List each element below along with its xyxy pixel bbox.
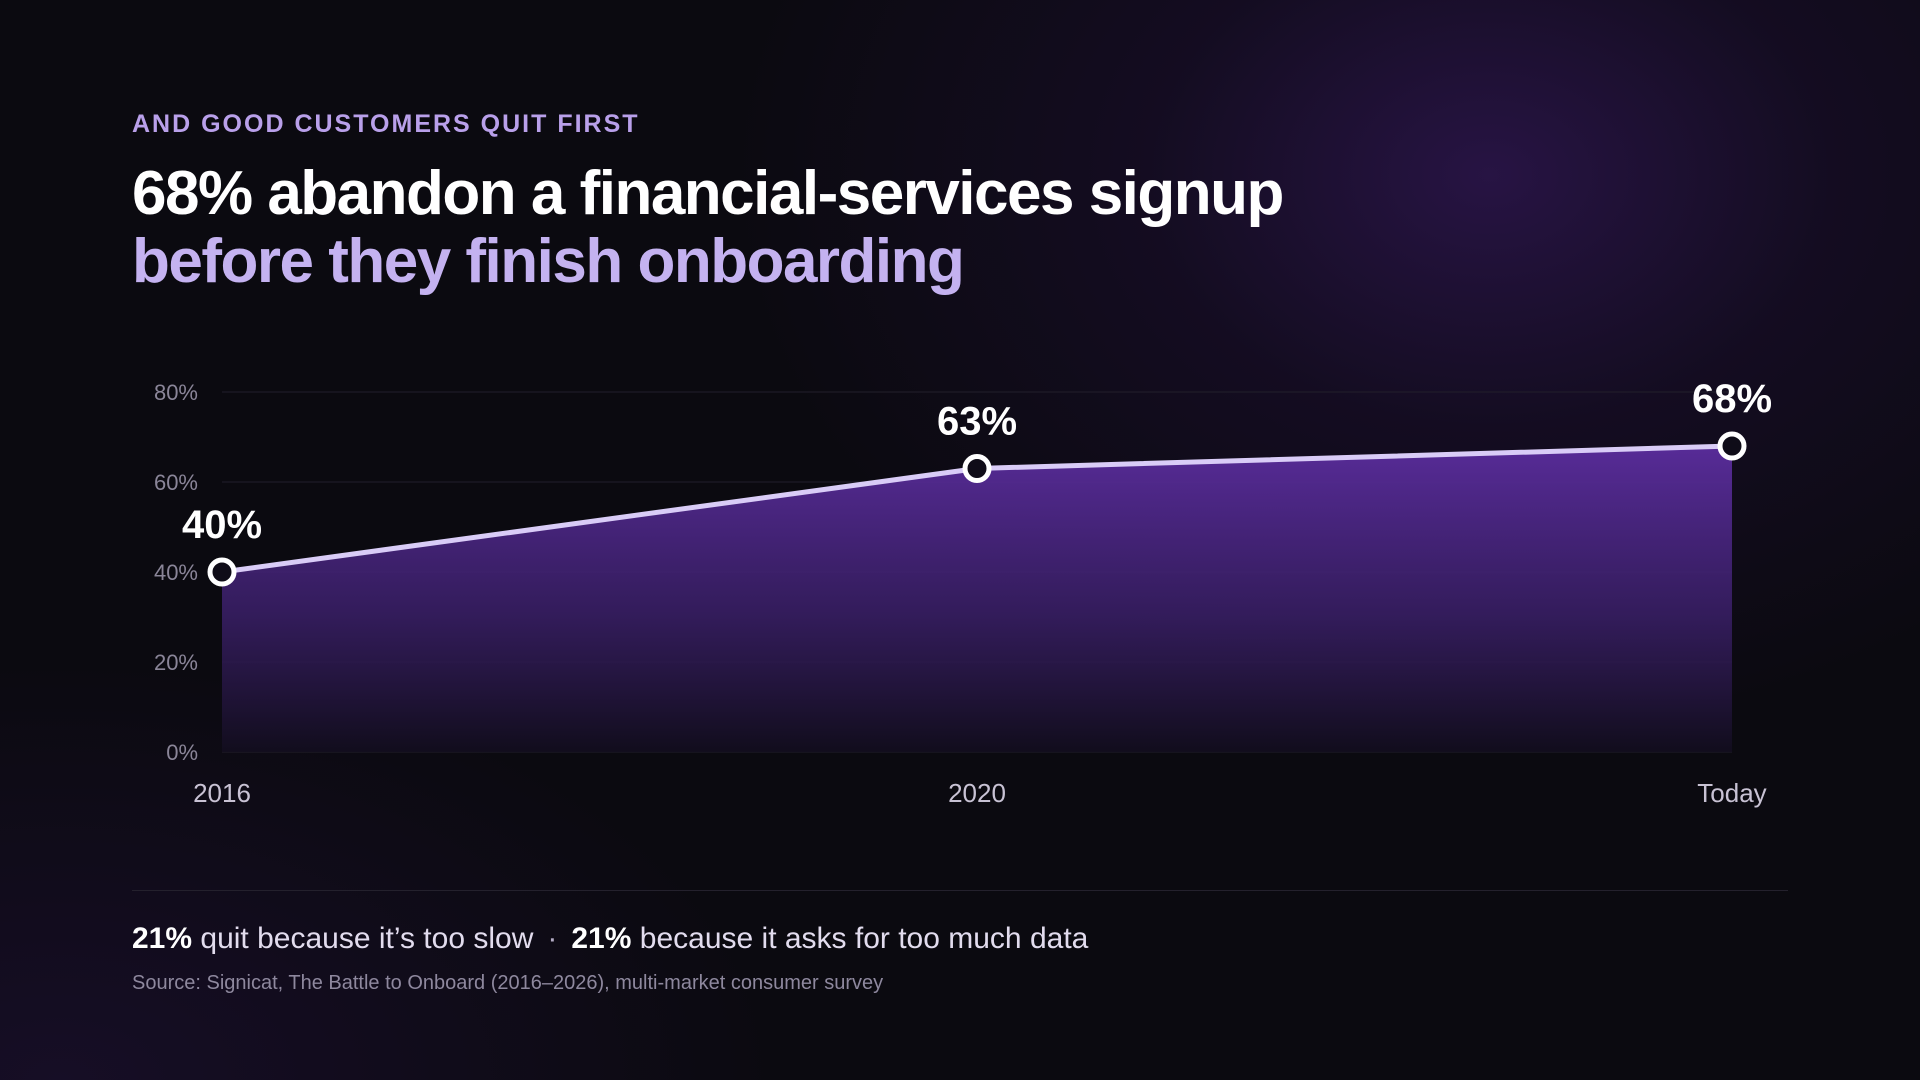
- area-fill: [222, 446, 1732, 752]
- y-tick-label: 20%: [154, 650, 198, 675]
- footnote-stat-1: 21%: [132, 922, 193, 955]
- data-label-2016: 40%: [182, 503, 262, 547]
- footer-divider: [132, 890, 1788, 891]
- y-tick-label: 0%: [166, 740, 198, 765]
- data-point-2020: [962, 454, 992, 483]
- data-point-2016: [207, 557, 237, 587]
- data-point-today: [1717, 431, 1747, 461]
- x-tick-label: 2020: [948, 778, 1006, 808]
- x-tick-label: Today: [1697, 778, 1766, 808]
- footnote-text-1: quit because it’s too slow: [200, 922, 534, 955]
- x-tick-label: 2016: [193, 778, 251, 808]
- footnote-separator: ·: [547, 922, 558, 955]
- headline-line-1: 68% abandon a financial-services signup: [132, 159, 1284, 228]
- footnote-stat-2: 21%: [571, 922, 632, 955]
- footnote: 21% quit because it’s too slow · 21% becau…: [132, 922, 1088, 956]
- y-tick-label: 80%: [154, 380, 198, 405]
- data-label-2020: 63%: [937, 400, 1017, 444]
- headline-line-2: before they finish onboarding: [132, 227, 965, 296]
- data-label-today: 68%: [1692, 377, 1772, 421]
- footnote-text-2: because it asks for too much data: [639, 922, 1089, 955]
- y-tick-label: 60%: [154, 470, 198, 495]
- eyebrow-label: AND GOOD CUSTOMERS QUIT FIRST: [132, 110, 640, 138]
- y-tick-label: 40%: [154, 560, 198, 585]
- source-citation: Source: Signicat, The Battle to Onboard …: [132, 972, 884, 994]
- headline: 68% abandon a financial-services signup …: [132, 159, 1284, 296]
